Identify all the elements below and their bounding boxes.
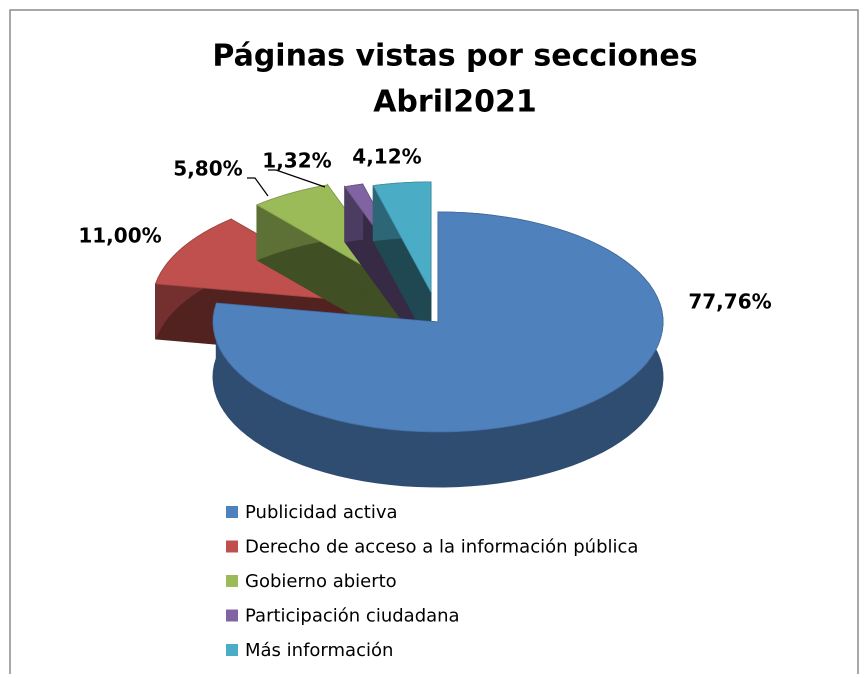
slice-top	[372, 181, 432, 293]
legend-label: Gobierno abierto	[245, 571, 397, 592]
data-label: 1,32%	[262, 149, 331, 173]
slice-top	[212, 211, 664, 433]
legend-label: Publicidad activa	[245, 502, 398, 523]
legend-swatch	[226, 609, 238, 622]
legend-swatch	[226, 540, 238, 553]
slice	[372, 181, 432, 348]
data-label: 5,80%	[173, 157, 242, 181]
leader-line	[268, 169, 326, 188]
chart-title: Páginas vistas por secciones	[212, 39, 697, 74]
legend-label: Participación ciudadana	[245, 606, 460, 627]
data-label: 77,76%	[688, 290, 771, 314]
data-label: 4,12%	[352, 145, 421, 169]
legend-swatch	[226, 506, 238, 518]
chart-subtitle: Abril2021	[373, 85, 537, 120]
legend-swatch	[226, 644, 238, 656]
legend-swatch	[226, 575, 238, 587]
legend-label: Más información	[245, 640, 393, 661]
chart-border	[9, 9, 859, 674]
legend-label: Derecho de acceso a la información públi…	[245, 537, 638, 558]
leader-line	[247, 177, 269, 197]
slice	[212, 211, 664, 488]
data-label: 11,00%	[78, 224, 161, 248]
